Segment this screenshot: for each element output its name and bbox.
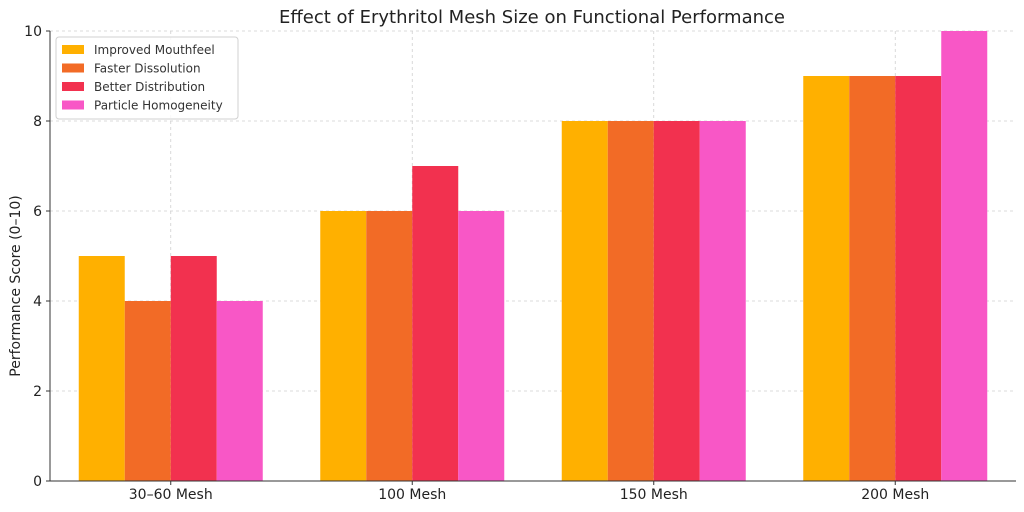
bar-faster-dissolution-0	[124, 301, 171, 481]
legend-box	[55, 36, 239, 120]
legend-swatch	[62, 45, 84, 54]
legend-swatch	[62, 63, 84, 73]
bar-particle-homogeneity-2	[699, 121, 746, 481]
bar-improved-mouthfeel-1	[320, 211, 367, 481]
bar-faster-dissolution-2	[607, 121, 654, 481]
legend-label: Improved Mouthfeel	[94, 43, 215, 57]
legend-label: Better Distribution	[94, 80, 205, 94]
y-tick-label: 10	[24, 24, 42, 40]
legend-label: Faster Dissolution	[94, 62, 201, 76]
legend-swatch	[62, 82, 84, 91]
bar-faster-dissolution-3	[849, 76, 896, 481]
bar-improved-mouthfeel-2	[561, 121, 608, 481]
legend-swatch	[62, 100, 84, 110]
bar-better-distribution-0	[170, 256, 217, 481]
y-tick-label: 0	[33, 474, 42, 490]
bar-better-distribution-3	[895, 76, 942, 481]
y-tick-label: 2	[33, 384, 42, 400]
y-tick-label: 8	[33, 114, 42, 130]
x-tick-label: 100 Mesh	[378, 487, 446, 503]
x-tick-label: 30–60 Mesh	[129, 487, 213, 503]
bar-faster-dissolution-1	[366, 211, 413, 481]
bar-improved-mouthfeel-0	[78, 256, 125, 481]
x-tick-label: 150 Mesh	[620, 487, 688, 503]
axes: 0 2 4 6 8 10 30–60 Mesh 100 Mesh 150 Mesh 200 Mes…	[24, 24, 1016, 503]
legend-label: Particle Homogeneity	[94, 99, 223, 113]
y-axis-label: Performance Score (0–10)	[8, 195, 24, 376]
bar-particle-homogeneity-3	[941, 31, 988, 481]
bar-improved-mouthfeel-3	[803, 76, 850, 481]
chart-title: Effect of Erythritol Mesh Size on Functi…	[279, 7, 785, 28]
bars	[78, 31, 988, 481]
bar-better-distribution-2	[653, 121, 700, 481]
y-tick-label: 4	[33, 294, 42, 310]
bar-better-distribution-1	[412, 166, 459, 481]
y-tick-label: 6	[33, 204, 42, 220]
bar-particle-homogeneity-0	[216, 301, 263, 481]
legend: Improved Mouthfeel Faster Dissolution Bett…	[55, 36, 239, 120]
x-tick-label: 200 Mesh	[861, 487, 929, 503]
bar-particle-homogeneity-1	[458, 211, 505, 481]
